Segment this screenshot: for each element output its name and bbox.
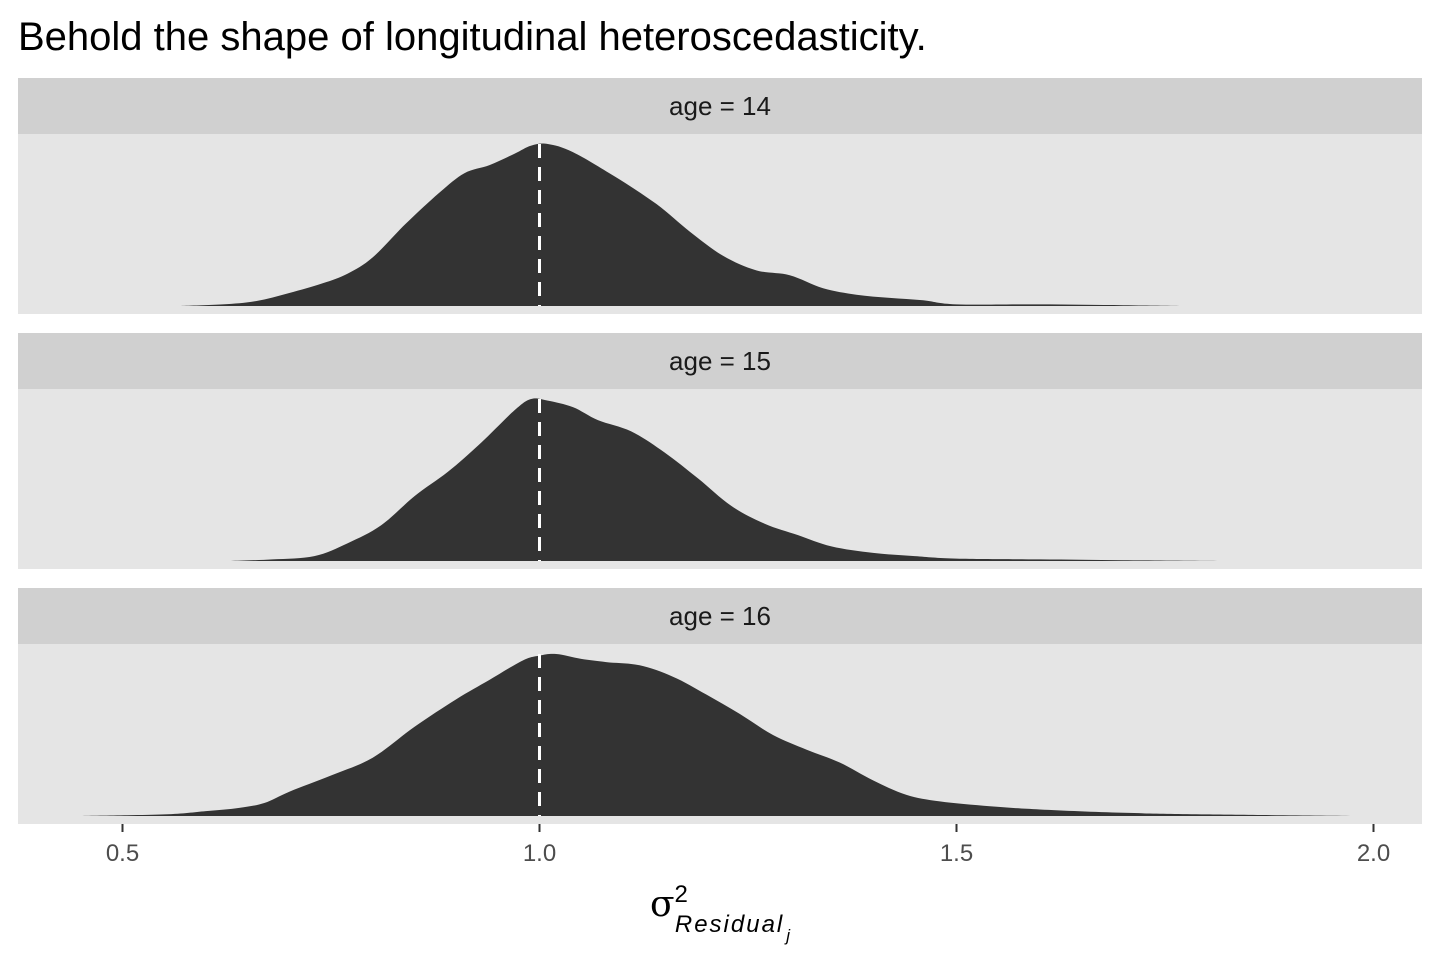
facet-strip (18, 333, 1422, 389)
x-axis: 0.5 1.0 1.5 2.0 (106, 824, 1390, 867)
facet-strip-label: age = 16 (669, 601, 771, 631)
facet-strip (18, 588, 1422, 644)
x-axis-label-symbol: σ (650, 884, 675, 925)
facet-panel-2: age = 15 (18, 333, 1422, 569)
x-tick-label: 1.5 (940, 840, 973, 867)
facet-strip-label: age = 14 (669, 91, 771, 121)
facet-panel-1: age = 14 (18, 78, 1422, 314)
facet-panel-3: age = 16 (18, 588, 1422, 824)
x-tick-label: 1.0 (523, 840, 556, 867)
x-axis-label-sub-subscript: j (784, 926, 791, 945)
x-tick-label: 0.5 (106, 840, 139, 867)
facet-strip-label: age = 15 (669, 346, 771, 376)
x-axis-label-subscript: Residual (675, 911, 784, 938)
facet-panels: age = 14 age = 15 age = 16 (18, 78, 1422, 824)
density-area (80, 653, 1357, 816)
x-axis-label: σ2 Residual j (650, 881, 791, 945)
x-axis-label-superscript: 2 (675, 881, 688, 908)
density-area (180, 143, 1190, 306)
facet-strip (18, 78, 1422, 134)
x-tick-label: 2.0 (1357, 840, 1390, 867)
density-area (230, 398, 1224, 561)
chart-title: Behold the shape of longitudinal heteros… (18, 15, 927, 59)
